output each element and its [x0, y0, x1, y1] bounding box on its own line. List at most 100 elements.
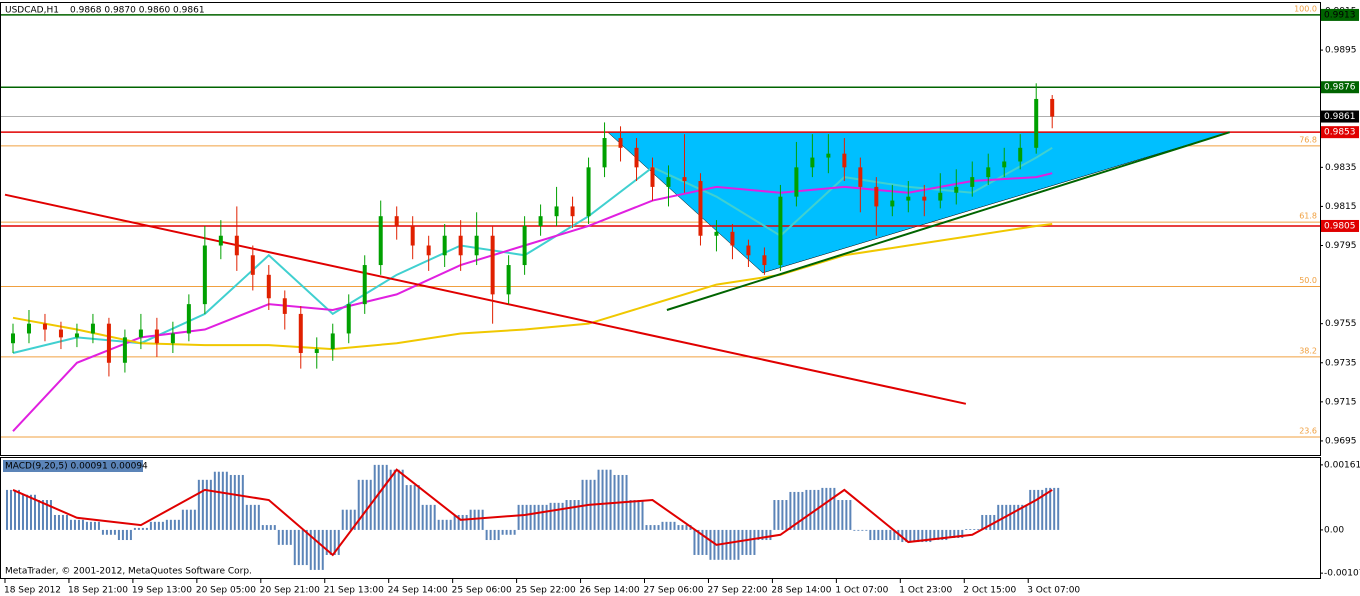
- candle-body: [394, 216, 399, 226]
- y-tick-label: 0.9835: [1325, 163, 1357, 173]
- candle-body: [618, 138, 623, 148]
- histogram-bar: [433, 504, 436, 530]
- histogram-bar: [257, 504, 260, 530]
- histogram-bar: [353, 509, 356, 530]
- histogram-bar: [669, 521, 672, 530]
- x-tick-label: 20 Sep 21:00: [260, 586, 320, 596]
- histogram-bar: [533, 504, 536, 530]
- histogram-bar: [1013, 504, 1016, 530]
- x-tick-label: 1 Oct 23:00: [899, 586, 952, 596]
- histogram-bar: [173, 519, 176, 530]
- histogram-bar: [349, 509, 352, 530]
- histogram-bar: [553, 502, 556, 530]
- histogram-bar: [77, 519, 80, 530]
- y-tick-label: 0.9695: [1325, 436, 1357, 446]
- candle-body: [1018, 147, 1023, 162]
- candle-body: [106, 323, 111, 363]
- candle-body: [890, 200, 895, 207]
- candle-body: [1002, 161, 1007, 168]
- histogram-bar: [1021, 504, 1024, 530]
- histogram-bar: [977, 529, 980, 530]
- candle-body: [634, 147, 639, 168]
- histogram-bar: [537, 504, 540, 530]
- candle-body: [810, 157, 815, 168]
- y-tick-label: 0.00161: [1324, 460, 1360, 470]
- histogram-bar: [485, 529, 488, 541]
- candle-body: [682, 177, 687, 182]
- histogram-bar: [393, 469, 396, 530]
- histogram-bar: [13, 489, 16, 530]
- histogram-bar: [65, 514, 68, 530]
- x-tick-label: 20 Sep 05:00: [196, 586, 256, 596]
- histogram-bar: [865, 529, 868, 531]
- histogram-bar: [937, 529, 940, 541]
- histogram-bar: [833, 487, 836, 530]
- histogram-bar: [461, 514, 464, 530]
- histogram-bar: [693, 529, 696, 555]
- histogram-bar: [909, 529, 912, 543]
- histogram-bar: [109, 529, 112, 535]
- histogram-bar: [217, 471, 220, 530]
- candle-body: [922, 196, 927, 201]
- y-tick-label: 0.9895: [1325, 46, 1357, 56]
- candle-body: [74, 333, 79, 338]
- histogram-bar: [949, 529, 952, 538]
- histogram-bar: [361, 479, 364, 530]
- candle-body: [26, 323, 31, 334]
- candle-body: [666, 177, 671, 187]
- histogram-bar: [157, 521, 160, 530]
- histogram-bar: [749, 529, 752, 555]
- histogram-bar: [285, 529, 288, 545]
- histogram-bar: [969, 529, 972, 530]
- histogram-bar: [973, 529, 976, 530]
- y-tick-label: 0.9735: [1325, 358, 1357, 368]
- fib-label: 76.8: [1299, 135, 1317, 144]
- histogram-bar: [325, 529, 328, 555]
- histogram-bar: [437, 519, 440, 530]
- histogram-bar: [421, 504, 424, 530]
- histogram-bar: [577, 500, 580, 530]
- histogram-bar: [829, 487, 832, 530]
- histogram-bar: [293, 529, 296, 566]
- x-tick-label: 18 Sep 2012: [4, 586, 61, 596]
- histogram-bar: [701, 529, 704, 555]
- histogram-bar: [761, 529, 764, 541]
- histogram-bar: [281, 529, 284, 545]
- histogram-bar: [529, 504, 532, 530]
- price-tag: [1321, 126, 1359, 139]
- signal-line: [12, 468, 1053, 557]
- histogram-bar: [137, 527, 140, 530]
- histogram-bar: [781, 500, 784, 530]
- histogram-bar: [177, 519, 180, 530]
- histogram-bar: [153, 521, 156, 530]
- price-tag-label: 0.9913: [1324, 10, 1356, 20]
- histogram-bar: [93, 521, 96, 530]
- candle-body: [314, 349, 319, 353]
- histogram-bar: [445, 519, 448, 530]
- histogram-bar: [321, 529, 324, 570]
- candle-body: [378, 216, 383, 266]
- candle-body: [362, 265, 367, 305]
- candle-body: [554, 206, 559, 217]
- candle-body: [58, 329, 63, 338]
- candle-body: [186, 304, 191, 334]
- histogram-bar: [113, 529, 116, 535]
- histogram-bar: [661, 521, 664, 530]
- fib-label: 23.6: [1299, 427, 1317, 436]
- histogram-bar: [569, 500, 572, 530]
- histogram-bar: [905, 529, 908, 543]
- histogram-bar: [925, 529, 928, 543]
- histogram-bar: [149, 521, 152, 530]
- candle-body: [842, 153, 847, 168]
- histogram-bar: [1033, 489, 1036, 530]
- candle-body: [10, 333, 15, 344]
- histogram-bar: [653, 525, 656, 530]
- x-tick-label: 2 Oct 15:00: [963, 586, 1016, 596]
- histogram-bar: [753, 529, 756, 555]
- histogram-bar: [125, 529, 128, 541]
- candle-body: [506, 265, 511, 295]
- histogram-bar: [101, 529, 104, 535]
- histogram-bar: [733, 529, 736, 560]
- histogram-bar: [1025, 504, 1028, 530]
